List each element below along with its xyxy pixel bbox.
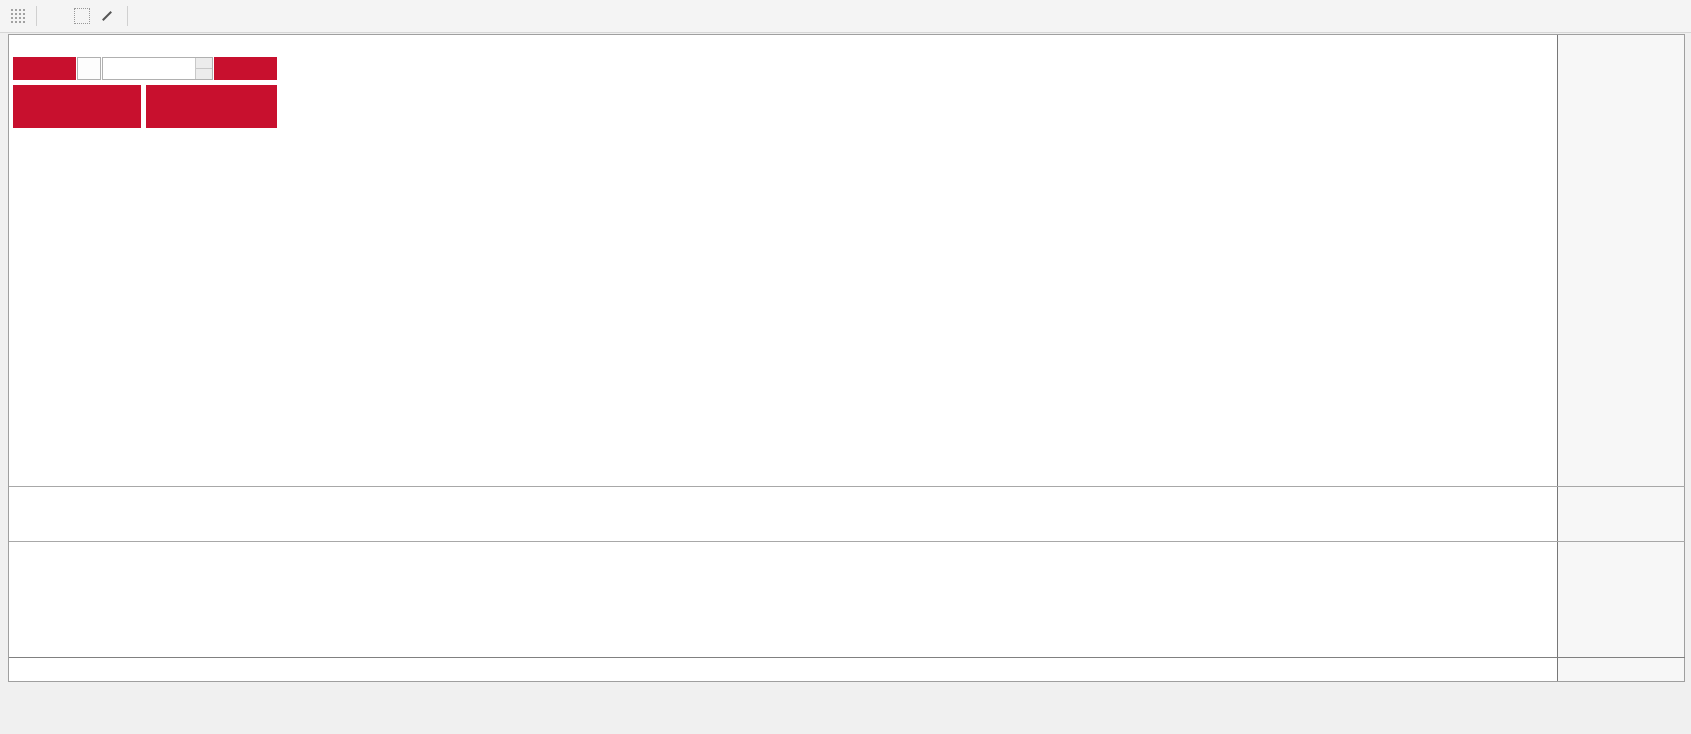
volume-spinner <box>195 58 212 79</box>
volume-input[interactable] <box>103 58 195 79</box>
time-axis[interactable] <box>0 660 1557 678</box>
chart-window <box>8 34 1685 682</box>
sell-button[interactable] <box>13 57 76 80</box>
buy-price-display[interactable] <box>146 85 277 128</box>
volume-increase-button[interactable] <box>196 58 212 69</box>
trendline-icon <box>101 11 112 21</box>
toolbar-separator <box>36 6 37 26</box>
buy-button[interactable] <box>214 57 277 80</box>
pane-separator[interactable] <box>9 486 1685 487</box>
macd-pane[interactable] <box>10 488 1557 540</box>
text-annotation-icon[interactable] <box>44 4 68 28</box>
volume-control <box>102 57 213 80</box>
textbox-glyph <box>74 8 90 24</box>
line-studies-icon[interactable] <box>96 4 120 28</box>
volume-decrease-button[interactable] <box>196 69 212 79</box>
trade-options-dropdown[interactable] <box>77 57 101 80</box>
pane-separator[interactable] <box>9 541 1685 542</box>
sell-price-display[interactable] <box>13 85 141 128</box>
price-axis[interactable] <box>1557 35 1684 681</box>
toolbar-separator <box>127 6 128 26</box>
rsi-pane[interactable] <box>10 543 1557 656</box>
textbox-tool-icon[interactable] <box>70 4 94 28</box>
toolbar <box>0 0 1691 33</box>
drag-handle-icon[interactable] <box>10 8 26 24</box>
one-click-trading-panel <box>13 57 277 128</box>
time-axis-line <box>9 657 1685 658</box>
